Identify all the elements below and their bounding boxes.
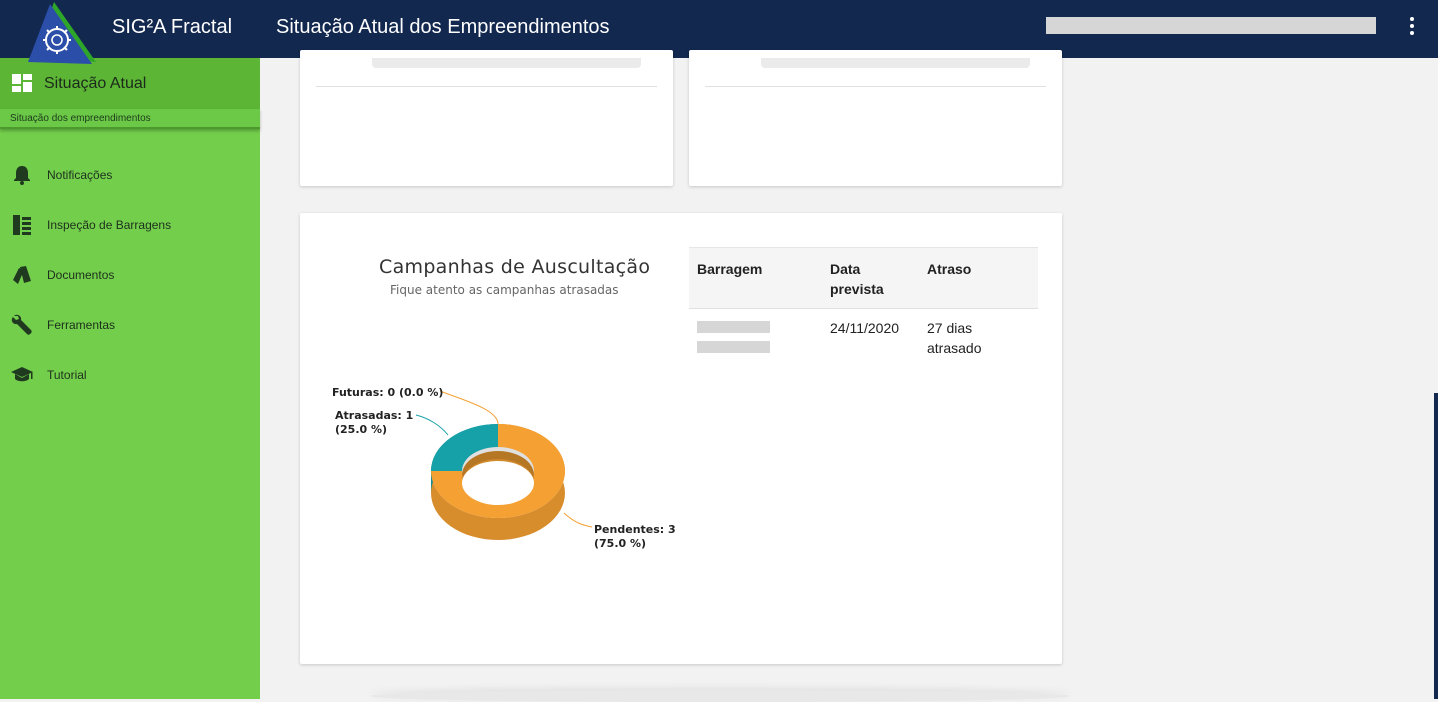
- app-logo[interactable]: [24, 0, 100, 66]
- column-header-barragem[interactable]: Barragem: [689, 247, 822, 309]
- chart-subtitle: Fique atento as campanhas atrasadas: [390, 283, 619, 297]
- sidebar-item-label: Inspeção de Barragens: [47, 218, 172, 232]
- column-header-data-prevista[interactable]: Data prevista: [822, 247, 919, 309]
- donut-hole: [462, 461, 534, 505]
- card-stub: [761, 58, 1030, 68]
- sidebar-item-documentos[interactable]: Documentos: [0, 255, 260, 295]
- sidebar-item-inspecao[interactable]: Inspeção de Barragens: [0, 205, 260, 245]
- data-label-atrasadas: Atrasadas: 1: [335, 409, 413, 422]
- divider: [705, 86, 1046, 87]
- scrollbar-edge[interactable]: [1434, 393, 1438, 699]
- card-stub: [372, 58, 641, 68]
- sidebar-subtitle: Situação dos empreendimentos: [0, 109, 260, 129]
- sidebar-item-label: Tutorial: [47, 368, 87, 382]
- divider: [316, 86, 657, 87]
- sidebar-item-ferramentas[interactable]: Ferramentas: [0, 305, 260, 345]
- sidebar-item-label: Documentos: [47, 268, 115, 282]
- bell-icon: [11, 164, 33, 186]
- top-app-bar: SIG²A Fractal Situação Atual dos Empreen…: [0, 0, 1438, 64]
- sidebar-item-label: Situação Atual: [44, 74, 147, 92]
- table-row[interactable]: 24/11/2020 27 dias atrasado: [689, 309, 1038, 371]
- page-title: Situação Atual dos Empreendimentos: [276, 16, 610, 38]
- donut-hole-shade: [462, 447, 534, 483]
- documents-icon: [11, 264, 33, 286]
- sidebar: Situação Atual Situação dos empreendimen…: [0, 58, 260, 699]
- list-icon: [11, 214, 33, 236]
- slice-atrasadas: [431, 424, 498, 471]
- redacted-text: [697, 321, 770, 333]
- dashboard-icon: [12, 73, 32, 94]
- app-name: SIG²A Fractal: [112, 16, 233, 38]
- donut-chart: Pendentes: 3(75.0 %) Atrasadas: 1(25.0 %)…: [332, 386, 676, 550]
- data-label-atrasadas-pct: (25.0 %): [335, 423, 387, 436]
- cell-atraso: 27 dias atrasado: [927, 320, 982, 356]
- campaigns-card: Campanhas de Auscultação Fique atento as…: [300, 213, 1062, 664]
- more-vert-icon[interactable]: [1400, 14, 1424, 38]
- sidebar-item-label: Ferramentas: [47, 318, 116, 332]
- table-header-row: Barragem Data prevista Atraso: [689, 247, 1038, 309]
- sidebar-item-situacao-atual[interactable]: Situação Atual: [0, 58, 260, 109]
- sidebar-item-label: Notificações: [47, 168, 113, 182]
- summary-card-2: [689, 50, 1062, 186]
- wrench-icon: [11, 314, 33, 336]
- data-label-pendentes-pct: (75.0 %): [594, 537, 646, 550]
- label-connector-atrasadas: [415, 414, 449, 436]
- sidebar-item-notificacoes[interactable]: Notificações: [0, 155, 260, 195]
- graduation-cap-icon: [11, 364, 33, 386]
- cell-data-prevista: 24/11/2020: [830, 320, 900, 336]
- user-name-redacted: [1046, 17, 1376, 34]
- data-label-pendentes: Pendentes: 3: [594, 523, 676, 536]
- data-label-futuras: Futuras: 0 (0.0 %): [332, 386, 443, 399]
- chart-title: Campanhas de Auscultação: [379, 256, 651, 278]
- redacted-text: [697, 341, 770, 353]
- cell-barragem: [689, 309, 822, 371]
- column-header-atraso[interactable]: Atraso: [919, 247, 1038, 309]
- label-connector-futuras: [439, 390, 499, 425]
- summary-card-1: [300, 50, 673, 186]
- next-card-shadow: [370, 690, 1070, 702]
- sidebar-item-tutorial[interactable]: Tutorial: [0, 355, 260, 395]
- delayed-campaigns-table: Barragem Data prevista Atraso 24/11/2020…: [689, 247, 1038, 370]
- slice-pendentes: [431, 424, 565, 518]
- label-connector-pendentes: [563, 512, 593, 528]
